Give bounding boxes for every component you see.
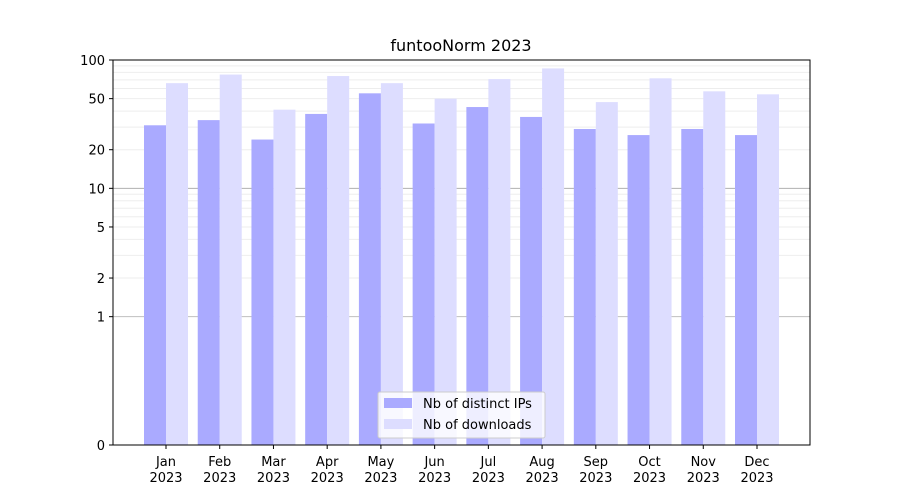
bar-downloads-4 [380,83,403,445]
bar-downloads-11 [757,94,779,445]
x-tick-label-year: 2023 [203,471,236,486]
x-tick-label-month: Aug [529,455,554,470]
x-tick-label-month: Dec [744,455,769,470]
x-tick-label-month: Sep [584,455,609,470]
bar-distinct-ips-1 [197,120,220,446]
bar-distinct-ips-9 [627,135,650,445]
bars [144,68,779,446]
bar-downloads-6 [488,79,511,446]
y-tick-label: 5 [97,221,105,236]
y-tick-label: 0 [97,439,105,454]
x-tick-label-year: 2023 [740,471,773,486]
bar-downloads-2 [273,109,296,445]
x-tick-label-month: Jan [155,455,176,470]
x-tick-label-year: 2023 [687,471,720,486]
x-tick-label-month: Apr [316,455,339,470]
y-tick-label: 50 [88,93,105,108]
legend: Nb of distinct IPs Nb of downloads [377,391,546,439]
y-tick-label: 2 [97,272,105,287]
x-tick-label-year: 2023 [579,471,612,486]
legend-swatch-distinct-ips [384,398,412,408]
bar-distinct-ips-4 [358,93,381,445]
x-tick-label-month: Nov [691,455,717,470]
bar-downloads-1 [219,74,242,446]
x-tick-label-year: 2023 [472,471,505,486]
y-tick-label: 100 [80,54,105,69]
legend-label-distinct-ips: Nb of distinct IPs [423,397,532,412]
axes [112,59,811,446]
x-tick-label-month: Mar [261,455,286,470]
bar-downloads-0 [166,83,188,445]
y-tick-labels: 0 1 2 5 10 20 50 100 [80,54,113,454]
bar-distinct-ips-7 [520,116,543,446]
y-tick-label: 1 [97,311,105,326]
x-tick-label-year: 2023 [364,471,397,486]
bar-downloads-8 [595,102,618,445]
bar-downloads-10 [703,91,726,445]
bar-downloads-7 [542,68,565,445]
x-tick-label-month: Jun [423,455,444,470]
bar-distinct-ips-5 [412,123,435,446]
bar-downloads-3 [327,76,350,445]
bar-distinct-ips-11 [735,135,757,445]
bar-distinct-ips-6 [466,107,489,446]
x-tick-label-year: 2023 [149,471,182,486]
bar-distinct-ips-3 [305,113,328,446]
bar-distinct-ips-2 [251,139,274,445]
y-tick-label: 20 [88,144,105,159]
chart-title: funtooNorm 2023 [390,36,531,55]
x-tick-label-year: 2023 [257,471,290,486]
plot-frame [112,59,811,446]
bar-distinct-ips-0 [144,125,166,446]
x-tick-label-year: 2023 [418,471,451,486]
x-tick-label-year: 2023 [633,471,666,486]
x-tick-label-month: Oct [638,455,660,470]
bar-distinct-ips-8 [573,128,596,446]
x-tick-labels: Jan2023Feb2023Mar2023Apr2023May2023Jun20… [149,445,774,486]
legend-swatch-downloads [384,419,412,429]
bar-downloads-9 [649,78,672,446]
x-tick-label-year: 2023 [311,471,344,486]
bar-distinct-ips-10 [681,128,704,446]
x-tick-label-year: 2023 [526,471,559,486]
x-tick-label-month: Jul [480,455,497,470]
y-tick-label: 10 [88,182,105,197]
x-tick-label-month: May [367,455,394,470]
x-tick-label-month: Feb [208,455,231,470]
bar-downloads-5 [434,98,457,446]
legend-box [377,391,546,439]
legend-label-downloads: Nb of downloads [423,418,532,433]
